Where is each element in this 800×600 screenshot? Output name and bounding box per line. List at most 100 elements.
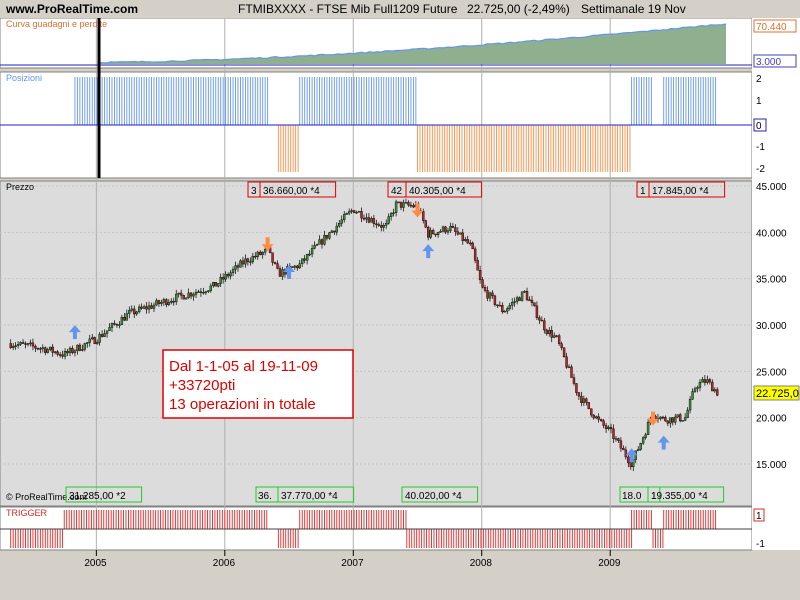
positions-bars (74, 77, 717, 172)
candle-body (91, 337, 94, 340)
candle-body (150, 305, 153, 309)
candle-body (580, 395, 583, 403)
candle-body (165, 299, 168, 305)
candle-body (343, 214, 346, 221)
candle-body (333, 230, 336, 233)
candle-body (41, 347, 45, 349)
candle-body (365, 217, 368, 220)
candle-body (404, 202, 408, 204)
candle-body (394, 201, 398, 213)
candle-body (53, 351, 57, 353)
candle-body (261, 252, 264, 255)
candle-body (691, 391, 694, 400)
candle-body (706, 379, 709, 383)
candle-body (639, 442, 642, 450)
candle-body (402, 202, 405, 208)
candle-body (355, 212, 358, 214)
candle-body (377, 224, 381, 226)
candle-body (540, 319, 544, 322)
candle-body (461, 232, 464, 241)
buy-label-text: 31.285,00 *2 (69, 491, 126, 502)
candle-body (133, 308, 136, 315)
candle-body (506, 308, 509, 312)
candle-body (259, 251, 262, 255)
candle-body (49, 346, 52, 350)
candle-body (629, 462, 632, 468)
pos-zero-box (753, 118, 767, 132)
candle-body (676, 414, 679, 418)
candle-body (449, 226, 452, 231)
candle-body (21, 342, 25, 344)
candle-body (590, 408, 593, 416)
candle-body (46, 349, 49, 353)
candle-body (597, 416, 600, 420)
candle-body (68, 347, 72, 354)
candle-body (678, 414, 682, 422)
candle-body (666, 420, 670, 424)
candle-body (686, 409, 689, 418)
candle-body (170, 301, 173, 303)
candle-body (108, 327, 111, 331)
candle-body (357, 211, 361, 213)
candle-body (71, 347, 74, 353)
candle-body (375, 223, 378, 225)
site-title[interactable]: www.ProRealTime.com (6, 2, 139, 16)
candle-body (66, 351, 69, 354)
last-price-value: 22.725,0 (756, 388, 799, 400)
candle-body (674, 416, 677, 423)
candle-body (93, 337, 96, 344)
buy-label-prefix: 36. (258, 491, 272, 502)
buy-label-text: 19.355,00 *4 (651, 491, 708, 502)
candle-body (592, 414, 595, 419)
candle-body (688, 399, 692, 411)
candle-body (338, 223, 341, 227)
candle-body (236, 265, 240, 268)
sell-arrow-icon (261, 237, 274, 252)
candle-body (36, 347, 40, 350)
candle-body (511, 302, 514, 306)
candle-body (152, 304, 156, 309)
candle-body (382, 225, 385, 228)
candle-body (271, 252, 274, 263)
price-tick-label: 30.000 (756, 321, 787, 332)
candle-body (399, 201, 403, 208)
trade-arrows (68, 203, 670, 463)
candle-body (370, 218, 373, 223)
candle-body (31, 342, 35, 347)
price-tick-label: 15.000 (756, 460, 787, 471)
candle-body (352, 210, 356, 213)
candle-body (570, 366, 573, 378)
candle-body (550, 330, 553, 338)
chart-svg[interactable]: Curva guadagni e perdite 70.440 3.000 Po… (0, 18, 800, 600)
equity-curve (0, 23, 752, 66)
candle-body (125, 313, 129, 321)
trigger-tick-m1: -1 (756, 539, 765, 550)
price-tick-label: 35.000 (756, 275, 787, 286)
candle-body (219, 277, 222, 284)
sell-label-box (405, 181, 483, 198)
candle-body (123, 317, 126, 321)
candle-body (19, 342, 22, 345)
candle-body (293, 265, 297, 268)
candle-body (224, 274, 227, 280)
candle-body (231, 269, 235, 274)
candle-body (530, 299, 534, 303)
candle-body (713, 389, 716, 392)
candle-body (328, 232, 331, 239)
candle-body (177, 292, 180, 295)
candle-body (664, 417, 667, 422)
candle-body (313, 245, 316, 249)
candle-body (145, 306, 148, 310)
summary-line-1: Dal 1-1-05 al 19-11-09 (169, 358, 318, 375)
candle-body (614, 438, 618, 440)
candle-body (481, 279, 484, 288)
candle-body (577, 392, 581, 397)
candle-body (557, 335, 561, 344)
price-tick-label: 25.000 (756, 367, 787, 378)
candle-body (545, 329, 548, 334)
candle-body (39, 348, 42, 350)
candle-body (538, 317, 541, 321)
candle-body (24, 343, 27, 345)
candle-body (241, 260, 245, 265)
candle-body (130, 308, 133, 311)
